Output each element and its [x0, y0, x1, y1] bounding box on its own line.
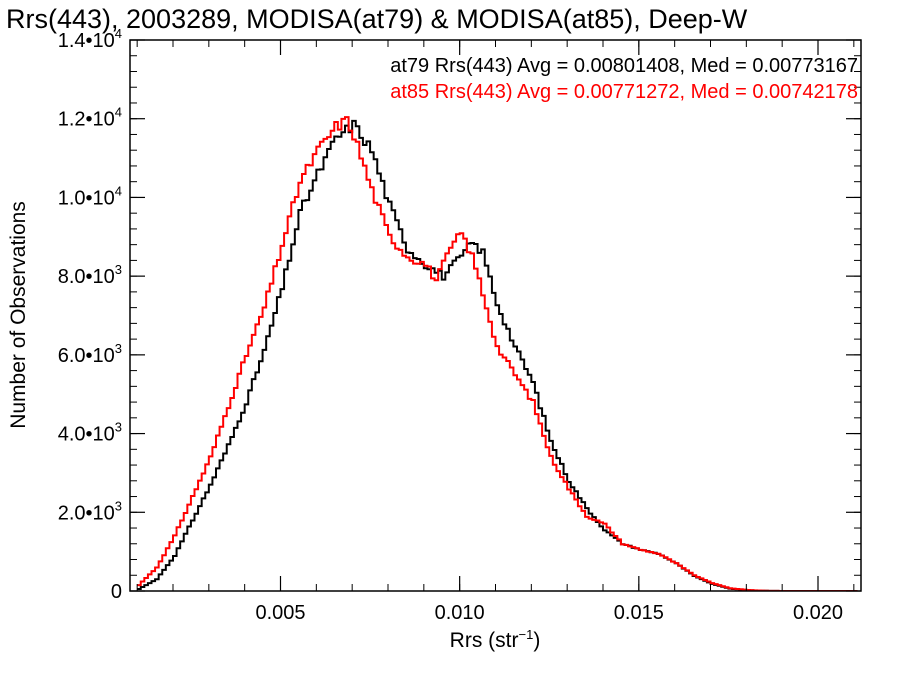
y-tick-label: 0 — [111, 581, 122, 603]
x-axis-label-superscript: −1 — [519, 627, 534, 642]
x-tick-label: 0.005 — [255, 602, 305, 624]
y-tick-label: 6.0•103 — [58, 341, 122, 367]
series-line-at85 — [137, 116, 858, 591]
legend-entry-at85: at85 Rrs(443) Avg = 0.00771272, Med = 0.… — [390, 81, 858, 103]
x-axis-label: Rrs (str−1) — [450, 627, 541, 652]
plot-area — [129, 39, 862, 592]
axis-ticks — [130, 39, 861, 592]
x-tick-label: 0.020 — [793, 602, 843, 624]
y-tick-label: 4.0•103 — [58, 420, 122, 446]
y-axis-label: Number of Observations — [7, 201, 30, 429]
y-tick-label: 1.2•104 — [58, 105, 122, 131]
x-axis-label-base: Rrs (str — [450, 629, 519, 652]
x-tick-label: 0.010 — [435, 602, 485, 624]
legend: at79 Rrs(443) Avg = 0.00801408, Med = 0.… — [390, 55, 858, 103]
x-tick-labels: 0.005 0.010 0.015 0.020 — [255, 602, 843, 624]
y-tick-labels: 0 2.0•103 4.0•103 6.0•103 8.0•103 1.0•104 1.2•… — [58, 26, 122, 603]
y-tick-label: 2.0•103 — [58, 498, 122, 524]
chart-title: Rrs(443), 2003289, MODISA(at79) & MODISA… — [6, 4, 748, 34]
series-layer — [137, 116, 858, 591]
y-tick-label: 1.0•104 — [58, 183, 122, 209]
y-tick-label: 1.4•104 — [58, 26, 122, 52]
y-tick-label: 8.0•103 — [58, 262, 122, 288]
x-tick-label: 0.015 — [614, 602, 664, 624]
legend-entry-at79: at79 Rrs(443) Avg = 0.00801408, Med = 0.… — [390, 55, 858, 77]
x-axis-label-end: ) — [533, 629, 540, 652]
